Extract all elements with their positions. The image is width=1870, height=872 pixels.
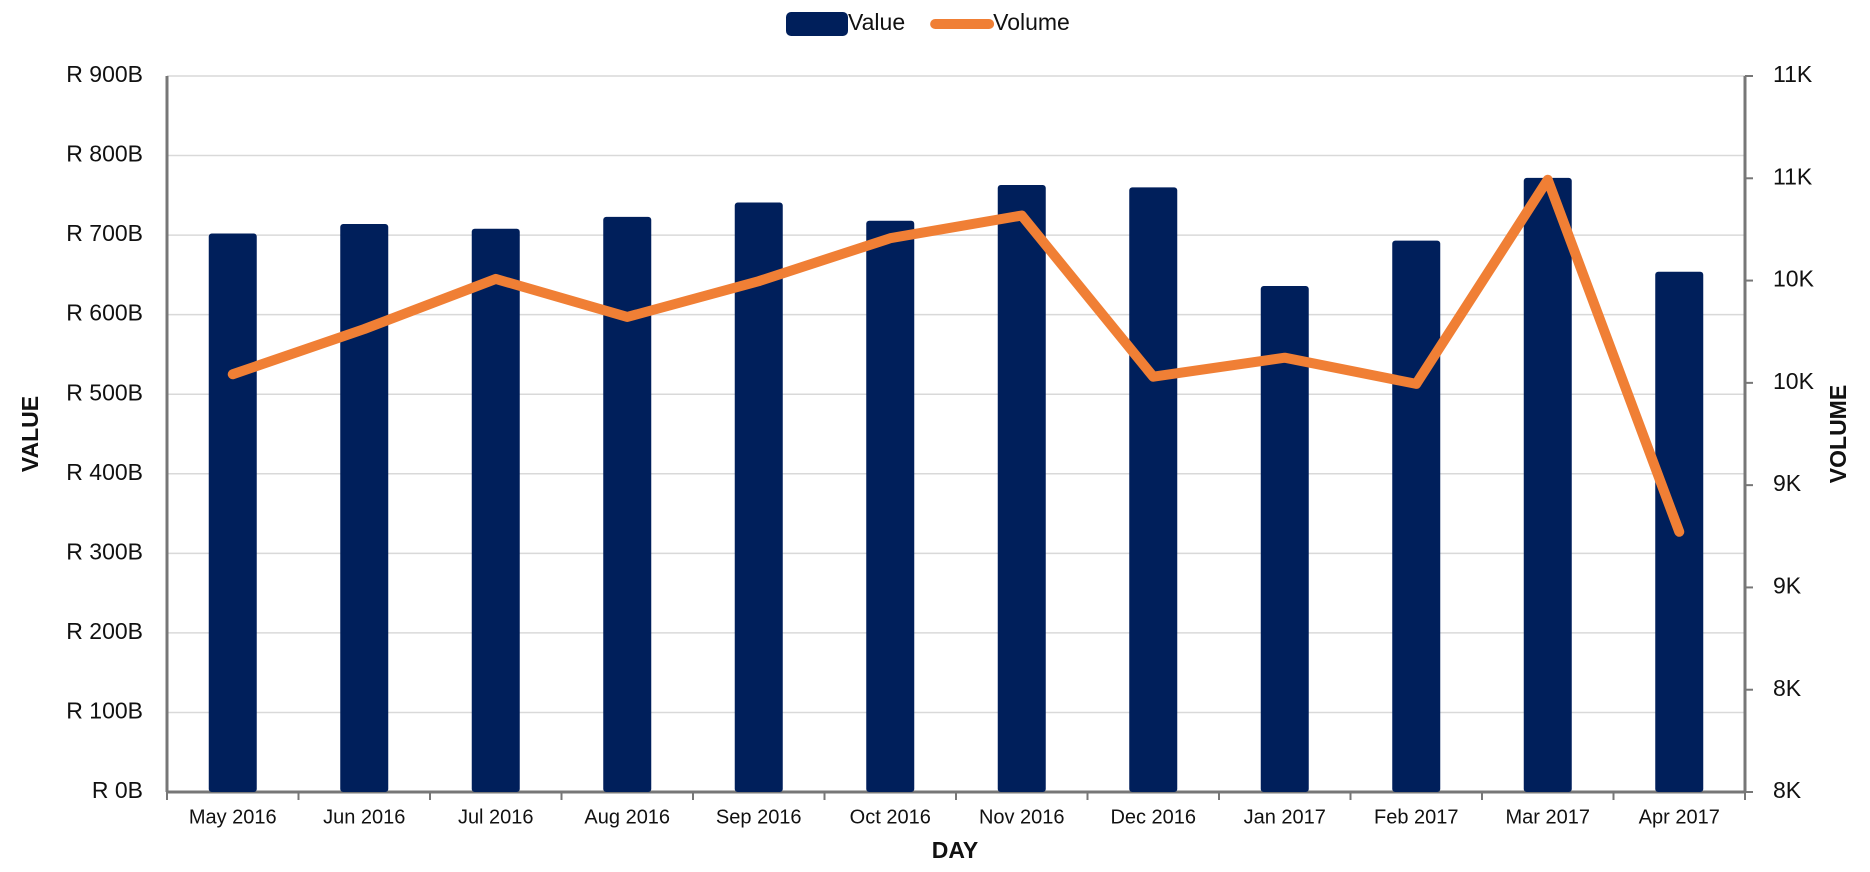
y2-tick-label: 10K <box>1773 368 1815 394</box>
y2-axis-title: VOLUME <box>1825 385 1851 483</box>
bar <box>1523 177 1572 792</box>
y-tick-label: R 800B <box>66 141 143 167</box>
y-tick-label: R 700B <box>66 220 143 246</box>
y-axis-title: VALUE <box>17 396 43 472</box>
bar <box>603 216 652 792</box>
x-tick-label: Jan 2017 <box>1244 806 1326 828</box>
legend-label: Volume <box>993 9 1070 35</box>
y-tick-label: R 600B <box>66 300 143 326</box>
y-tick-label: R 400B <box>66 459 143 485</box>
line <box>227 174 1685 537</box>
bar <box>208 233 257 792</box>
x-tick-label: Feb 2017 <box>1374 806 1459 828</box>
legend-swatch <box>786 12 848 36</box>
x-tick-label: Nov 2016 <box>979 806 1065 828</box>
y2-tick-label: 9K <box>1773 573 1802 599</box>
bar <box>1129 187 1178 792</box>
y2-tick-label: 8K <box>1773 777 1802 803</box>
y-tick-label: R 100B <box>66 698 143 724</box>
x-tick-label: Oct 2016 <box>850 806 931 828</box>
bar <box>340 223 389 792</box>
y2-tick-label: 8K <box>1773 675 1802 701</box>
y-tick-label: R 900B <box>66 61 143 87</box>
x-tick-label: Aug 2016 <box>584 806 670 828</box>
x-tick-label: May 2016 <box>189 806 277 828</box>
y-tick-label: R 500B <box>66 379 143 405</box>
x-tick-label: Mar 2017 <box>1506 806 1591 828</box>
x-tick-label: Dec 2016 <box>1110 806 1196 828</box>
x-axis-title: DAY <box>932 837 978 863</box>
y2-tick-label: 11K <box>1773 61 1813 87</box>
bar <box>1260 286 1309 792</box>
y-tick-label: R 0B <box>92 777 143 803</box>
y2-tick-label: 9K <box>1773 470 1802 496</box>
legend-label: Value <box>848 9 905 35</box>
y-tick-label: R 200B <box>66 618 143 644</box>
bar <box>471 228 520 792</box>
y2-tick-label: 11K <box>1773 163 1813 189</box>
bar <box>997 184 1046 793</box>
x-tick-label: Jul 2016 <box>458 806 534 828</box>
x-tick-label: Apr 2017 <box>1639 806 1720 828</box>
bar <box>866 220 915 792</box>
x-tick-label: Sep 2016 <box>716 806 802 828</box>
bar <box>1392 240 1441 792</box>
x-tick-label: Jun 2016 <box>323 806 405 828</box>
y2-tick-label: 10K <box>1773 266 1815 292</box>
y-tick-label: R 300B <box>66 538 143 564</box>
bar <box>734 202 783 792</box>
